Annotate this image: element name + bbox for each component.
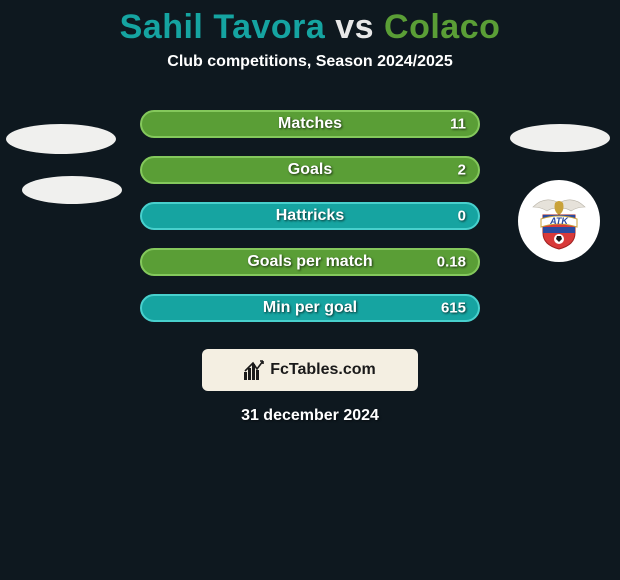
fctables-icon <box>244 360 266 380</box>
stat-value-right: 615 <box>441 300 466 317</box>
stat-label: Hattricks <box>142 207 478 225</box>
title-vs: vs <box>325 8 384 46</box>
stat-row: Goals per match0.18 <box>0 239 620 285</box>
fctables-watermark: FcTables.com <box>202 349 418 391</box>
stat-row: Matches11 <box>0 101 620 147</box>
stat-row: Min per goal615 <box>0 285 620 331</box>
stat-row: Hattricks0 <box>0 193 620 239</box>
stat-value-right: 11 <box>450 116 466 133</box>
stat-pill: Hattricks0 <box>140 202 480 230</box>
stat-pill: Min per goal615 <box>140 294 480 322</box>
title-player1: Sahil Tavora <box>120 8 326 46</box>
stat-value-right: 2 <box>458 162 466 179</box>
stat-label: Goals per match <box>142 253 478 271</box>
stat-label: Goals <box>142 161 478 179</box>
subtitle: Club competitions, Season 2024/2025 <box>0 53 620 71</box>
stat-value-right: 0.18 <box>437 254 466 271</box>
stats-container: Matches11 Goals2 Hattricks0 Goals per match… <box>0 101 620 331</box>
comparison-title: Sahil Tavora vs Colaco <box>0 0 620 47</box>
title-player2: Colaco <box>384 8 500 46</box>
date-text: 31 december 2024 <box>0 407 620 425</box>
fctables-text: FcTables.com <box>270 361 376 379</box>
stat-row: Goals2 <box>0 147 620 193</box>
stat-pill: Goals2 <box>140 156 480 184</box>
stat-value-right: 0 <box>458 208 466 225</box>
stat-label: Matches <box>142 115 478 133</box>
stat-label: Min per goal <box>142 299 478 317</box>
stat-pill: Matches11 <box>140 110 480 138</box>
stat-pill: Goals per match0.18 <box>140 248 480 276</box>
